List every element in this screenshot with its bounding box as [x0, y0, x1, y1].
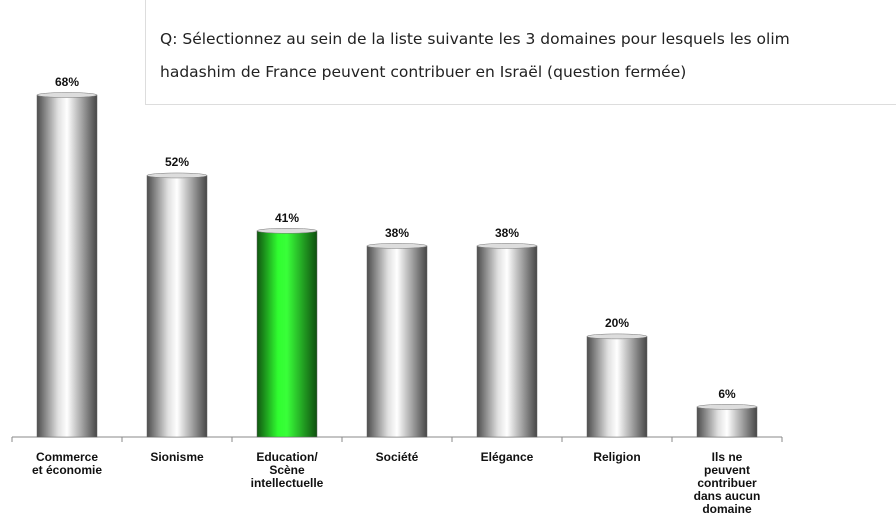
x-tick-label: Ils ne peuvent contribuer dans aucun dom… — [693, 450, 761, 516]
value-label: 52% — [164, 155, 190, 170]
x-tick-label: Religion — [593, 450, 641, 464]
bar — [476, 245, 538, 438]
bar-cap — [366, 243, 428, 249]
bar-cap — [256, 228, 318, 234]
bar-cap — [146, 172, 208, 179]
chart-title: Q: Sélectionnez au sein de la liste suiv… — [160, 30, 790, 81]
bar-cap — [696, 404, 758, 410]
bar — [256, 230, 318, 438]
value-label: 41% — [274, 210, 300, 225]
value-label: 68% — [54, 75, 80, 89]
x-tick-label: Education/ Scène intellectuelle — [250, 450, 324, 490]
bar-cap — [36, 92, 98, 98]
x-tick-label: Société — [375, 450, 419, 464]
bar — [696, 406, 758, 438]
x-tick-label: Sionisme — [150, 450, 204, 464]
value-label: 38% — [384, 225, 410, 240]
value-label: 6% — [718, 386, 736, 401]
bar — [146, 175, 208, 438]
value-label: 20% — [604, 316, 630, 331]
x-tick-label: Elégance — [480, 450, 534, 464]
bar-cap — [586, 333, 648, 340]
bar-cap — [476, 243, 538, 249]
x-tick-label: Commerce et économie — [31, 450, 103, 477]
bar — [36, 94, 98, 438]
question-box: Q: Sélectionnez au sein de la liste suiv… — [145, 0, 896, 105]
bar — [366, 245, 428, 438]
value-label: 38% — [494, 225, 520, 240]
bar — [586, 336, 648, 438]
